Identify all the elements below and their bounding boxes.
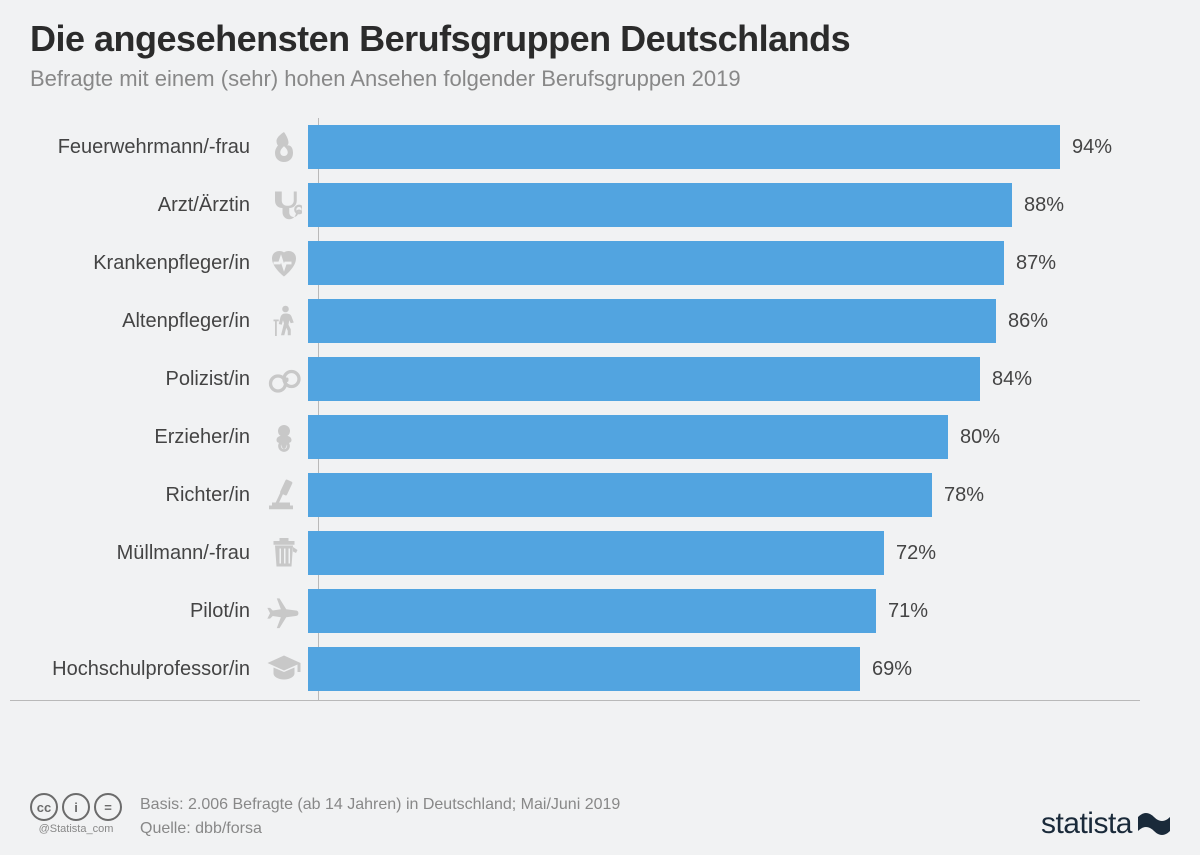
bar bbox=[308, 531, 884, 575]
cc-icon: i bbox=[62, 793, 90, 821]
plane-icon bbox=[260, 593, 308, 629]
grad-cap-icon bbox=[260, 651, 308, 687]
cc-icon: = bbox=[94, 793, 122, 821]
trash-icon bbox=[260, 535, 308, 571]
source-text: Quelle: dbb/forsa bbox=[140, 817, 620, 841]
bar-value: 80% bbox=[960, 426, 1000, 449]
category-label: Arzt/Ärztin bbox=[40, 194, 260, 217]
license-block: cci= @Statista_com bbox=[30, 793, 122, 835]
chart-row: Hochschulprofessor/in 69% bbox=[40, 640, 1170, 698]
elderly-icon bbox=[260, 303, 308, 339]
chart-title: Die angesehensten Berufsgruppen Deutschl… bbox=[30, 18, 1170, 60]
fire-icon bbox=[260, 129, 308, 165]
bar-value: 78% bbox=[944, 484, 984, 507]
category-label: Erzieher/in bbox=[40, 426, 260, 449]
category-label: Pilot/in bbox=[40, 600, 260, 623]
pacifier-icon bbox=[260, 419, 308, 455]
gavel-icon bbox=[260, 477, 308, 513]
category-label: Polizist/in bbox=[40, 368, 260, 391]
stethoscope-icon bbox=[260, 187, 308, 223]
chart-row: Arzt/Ärztin 88% bbox=[40, 176, 1170, 234]
category-label: Altenpfleger/in bbox=[40, 310, 260, 333]
footer: cci= @Statista_com Basis: 2.006 Befragte… bbox=[30, 793, 1170, 841]
cc-icon: cc bbox=[30, 793, 58, 821]
chart-row: Feuerwehrmann/-frau 94% bbox=[40, 118, 1170, 176]
handcuffs-icon bbox=[260, 361, 308, 397]
bar-value: 72% bbox=[896, 542, 936, 565]
bar-value: 87% bbox=[1016, 252, 1056, 275]
chart-row: Polizist/in 84% bbox=[40, 350, 1170, 408]
bar-value: 86% bbox=[1008, 310, 1048, 333]
chart-row: Krankenpfleger/in 87% bbox=[40, 234, 1170, 292]
category-label: Feuerwehrmann/-frau bbox=[40, 136, 260, 159]
chart-subtitle: Befragte mit einem (sehr) hohen Ansehen … bbox=[30, 66, 1170, 92]
category-label: Hochschulprofessor/in bbox=[40, 658, 260, 681]
bar-value: 69% bbox=[872, 658, 912, 681]
chart-row: Pilot/in 71% bbox=[40, 582, 1170, 640]
bar bbox=[308, 647, 860, 691]
x-axis-line bbox=[10, 700, 1140, 701]
chart-row: Altenpfleger/in 86% bbox=[40, 292, 1170, 350]
chart-row: Erzieher/in 80% bbox=[40, 408, 1170, 466]
heart-pulse-icon bbox=[260, 245, 308, 281]
category-label: Richter/in bbox=[40, 484, 260, 507]
bar bbox=[308, 357, 980, 401]
statista-logo-icon bbox=[1138, 811, 1170, 837]
bar-value: 84% bbox=[992, 368, 1032, 391]
bar bbox=[308, 125, 1060, 169]
chart-row: Richter/in 78% bbox=[40, 466, 1170, 524]
statista-logo: statista bbox=[1041, 807, 1170, 841]
basis-text: Basis: 2.006 Befragte (ab 14 Jahren) in … bbox=[140, 793, 620, 817]
bar bbox=[308, 589, 876, 633]
category-label: Krankenpfleger/in bbox=[40, 252, 260, 275]
bar bbox=[308, 415, 948, 459]
bar bbox=[308, 241, 1004, 285]
bar-value: 94% bbox=[1072, 136, 1112, 159]
chart-row: Müllmann/-frau 72% bbox=[40, 524, 1170, 582]
category-label: Müllmann/-frau bbox=[40, 542, 260, 565]
bar bbox=[308, 183, 1012, 227]
bar-chart: Feuerwehrmann/-frau 94% Arzt/Ärztin 88% Kran… bbox=[40, 118, 1170, 698]
social-handle: @Statista_com bbox=[39, 823, 114, 835]
bar-value: 88% bbox=[1024, 194, 1064, 217]
bar-value: 71% bbox=[888, 600, 928, 623]
bar bbox=[308, 473, 932, 517]
bar bbox=[308, 299, 996, 343]
